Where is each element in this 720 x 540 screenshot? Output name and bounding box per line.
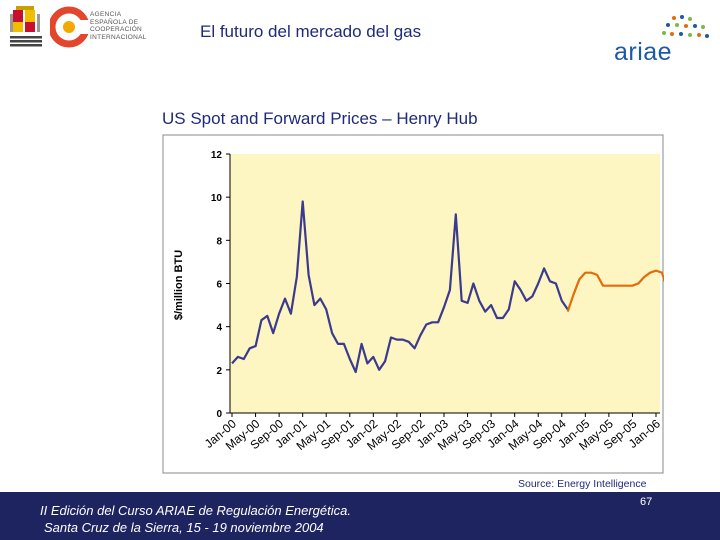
spain-crest-logo (10, 6, 42, 47)
aecid-logo (50, 6, 90, 48)
henry-hub-price-chart: 024681012Jan-00May-00Sep-00Jan-01May-01S… (162, 134, 664, 474)
y-tick-label: 8 (216, 236, 222, 247)
y-tick-label: 4 (216, 323, 222, 334)
footer-location-date: Santa Cruz de la Sierra, 15 - 19 noviemb… (44, 520, 324, 535)
agency-name: AGENCIA ESPAÑOLA DE COOPERACIÓN INTERNAC… (90, 11, 147, 41)
y-axis-label: $/million BTU (173, 250, 185, 320)
y-tick-label: 2 (216, 366, 222, 377)
y-tick-label: 6 (216, 280, 222, 291)
y-tick-label: 0 (216, 409, 222, 420)
slide-title: El futuro del mercado del gas (200, 22, 422, 41)
chart-title: US Spot and Forward Prices – Henry Hub (162, 109, 478, 128)
forward-price-line (566, 269, 664, 312)
ariae-logo-text: ariae (614, 38, 673, 66)
footer-course-title: II Edición del Curso ARIAE de Regulación… (40, 503, 351, 518)
source-note: Source: Energy Intelligence (518, 478, 647, 490)
y-tick-label: 10 (211, 193, 223, 204)
spot-price-line (231, 200, 569, 374)
y-tick-label: 12 (211, 150, 223, 161)
ariae-logo-dots (662, 15, 709, 38)
page-number: 67 (640, 496, 653, 508)
plot-area-background (230, 154, 660, 413)
footer-bar (0, 492, 720, 540)
